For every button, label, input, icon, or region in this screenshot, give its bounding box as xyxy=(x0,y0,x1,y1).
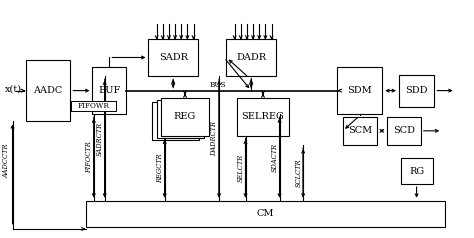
Text: SCLCTR: SCLCTR xyxy=(294,159,302,187)
Bar xyxy=(152,102,199,140)
Bar xyxy=(148,39,198,76)
Text: SADRCTR: SADRCTR xyxy=(96,121,104,156)
Text: RG: RG xyxy=(409,167,424,176)
Bar xyxy=(399,75,434,107)
Text: CM: CM xyxy=(256,209,274,218)
Bar xyxy=(337,67,383,114)
Text: BUS: BUS xyxy=(210,81,227,89)
Text: SELREG: SELREG xyxy=(242,112,284,121)
Text: AADCCTR: AADCCTR xyxy=(2,144,10,178)
Text: x(t): x(t) xyxy=(4,85,22,94)
Bar xyxy=(156,100,204,138)
Bar xyxy=(237,98,289,136)
Bar xyxy=(161,98,209,136)
Text: DADR: DADR xyxy=(236,53,266,62)
Text: SDM: SDM xyxy=(347,86,372,95)
Text: SDD: SDD xyxy=(405,86,428,95)
Bar xyxy=(71,101,116,111)
Text: FIFOCTR: FIFOCTR xyxy=(85,142,93,173)
Text: SELCTR: SELCTR xyxy=(237,154,245,182)
Text: DADRCTR: DADRCTR xyxy=(210,121,219,156)
Bar xyxy=(227,39,276,76)
Bar xyxy=(26,60,71,121)
Text: REG: REG xyxy=(174,112,196,121)
Text: SDACTR: SDACTR xyxy=(271,143,279,172)
Text: FIFOWR: FIFOWR xyxy=(77,102,109,110)
Text: AADC: AADC xyxy=(33,86,63,95)
Bar xyxy=(401,158,433,184)
Text: REGCTR: REGCTR xyxy=(156,153,164,183)
Text: SCM: SCM xyxy=(348,126,372,135)
Bar xyxy=(92,67,127,114)
Bar xyxy=(343,117,377,145)
Text: BUF: BUF xyxy=(98,86,120,95)
Bar xyxy=(86,201,445,227)
Text: SADR: SADR xyxy=(159,53,188,62)
Bar xyxy=(387,117,421,145)
Text: SCD: SCD xyxy=(393,126,415,135)
